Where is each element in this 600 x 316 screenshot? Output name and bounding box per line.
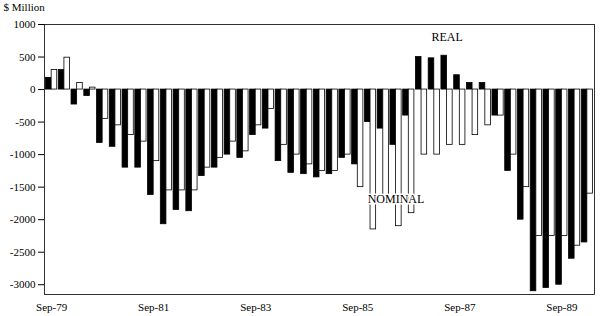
svg-text:Sep-81: Sep-81 bbox=[138, 301, 169, 313]
svg-text:Sep-79: Sep-79 bbox=[36, 301, 68, 313]
svg-text:-2500: -2500 bbox=[10, 246, 36, 258]
svg-text:$ Million: $ Million bbox=[4, 1, 46, 13]
svg-text:Sep-83: Sep-83 bbox=[240, 301, 272, 313]
svg-text:Sep-87: Sep-87 bbox=[444, 301, 476, 313]
svg-text:Sep-85: Sep-85 bbox=[342, 301, 374, 313]
svg-text:-500: -500 bbox=[15, 116, 36, 128]
svg-text:-1000: -1000 bbox=[10, 148, 36, 160]
svg-text:-3000: -3000 bbox=[10, 278, 36, 290]
svg-text:500: 500 bbox=[19, 51, 36, 63]
svg-text:-2000: -2000 bbox=[10, 213, 36, 225]
svg-text:1000: 1000 bbox=[14, 18, 37, 30]
svg-text:0: 0 bbox=[30, 83, 36, 95]
svg-text:Sep-89: Sep-89 bbox=[546, 301, 578, 313]
svg-text:NOMINAL: NOMINAL bbox=[368, 192, 425, 206]
svg-text:-1500: -1500 bbox=[10, 181, 36, 193]
svg-text:REAL: REAL bbox=[431, 30, 462, 44]
